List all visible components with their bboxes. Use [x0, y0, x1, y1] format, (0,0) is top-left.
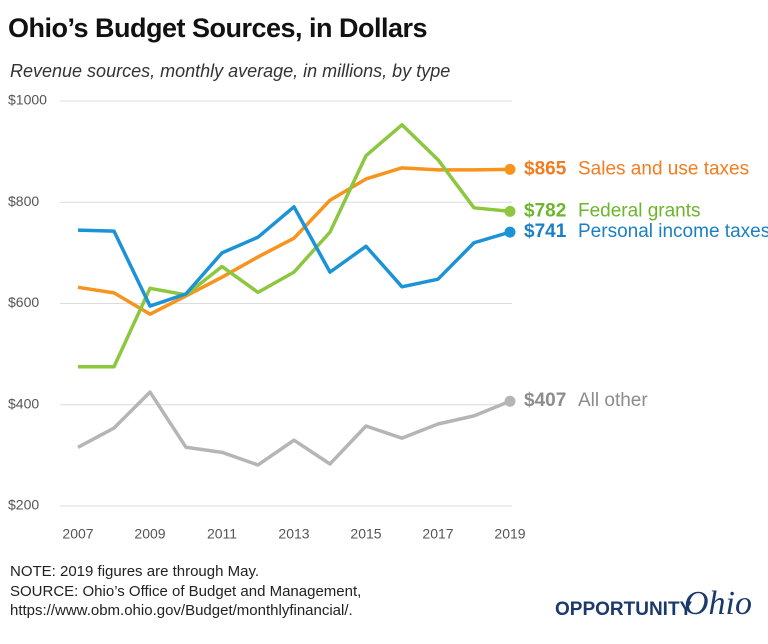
end-dot	[504, 226, 516, 238]
x-tick-label: 2011	[207, 526, 237, 542]
x-tick-label: 2017	[422, 526, 453, 542]
chart-title: Ohio’s Budget Sources, in Dollars	[8, 13, 427, 43]
note: SOURCE: Ohio’s Office of Budget and Mana…	[10, 583, 361, 600]
y-tick-label: $400	[8, 395, 39, 411]
x-tick-label: 2009	[134, 526, 165, 542]
x-tick-label: 2007	[62, 526, 93, 542]
note: https://www.obm.ohio.gov/Budget/monthlyf…	[10, 602, 353, 619]
end-dot	[504, 205, 516, 217]
x-tick-label: 2019	[494, 526, 525, 542]
series-line	[77, 205, 511, 308]
y-tick-label: $1000	[8, 92, 47, 108]
chart-subtitle: Revenue sources, monthly average, in mil…	[10, 61, 450, 81]
value-label: $865	[524, 158, 567, 179]
series-name: Personal income taxes	[578, 221, 768, 242]
x-tick-label: 2015	[350, 526, 381, 542]
logo-text: OPPORTUNITY	[555, 599, 693, 620]
series-name: Sales and use taxes	[578, 158, 749, 179]
x-tick-label: 2013	[278, 526, 309, 542]
logo-script: Ohio	[684, 585, 752, 622]
end-dot	[504, 395, 516, 407]
value-label: $782	[524, 200, 566, 221]
y-tick-label: $600	[8, 294, 39, 310]
series-line	[77, 390, 511, 467]
note: NOTE: 2019 figures are through May.	[10, 563, 259, 580]
end-dot	[504, 163, 516, 175]
series-name: All other	[578, 390, 648, 411]
value-label: $741	[524, 221, 567, 242]
y-tick-label: $800	[8, 193, 39, 209]
y-tick-label: $200	[8, 497, 39, 513]
value-label: $407	[524, 390, 566, 411]
series-line	[78, 123, 511, 369]
series-name: Federal grants	[578, 200, 701, 221]
series-line	[77, 166, 511, 316]
